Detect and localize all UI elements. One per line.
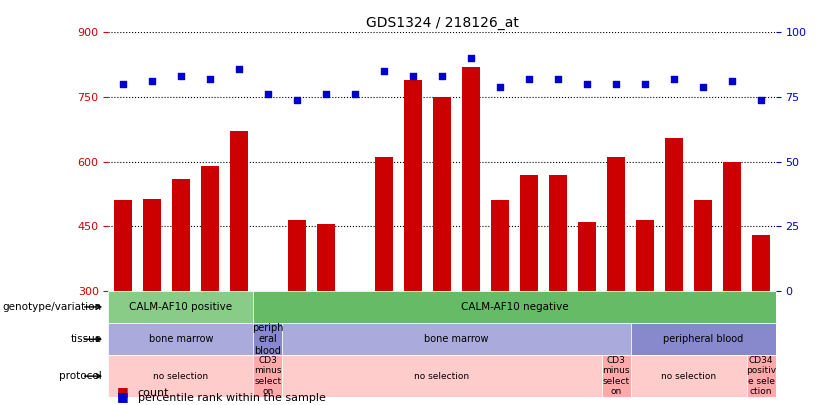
Point <box>116 81 129 87</box>
Bar <box>173 179 189 291</box>
FancyBboxPatch shape <box>283 323 631 355</box>
Text: count: count <box>138 388 169 398</box>
Bar <box>201 166 219 291</box>
Bar <box>578 222 595 291</box>
Point <box>551 76 565 82</box>
Bar <box>317 224 334 291</box>
Text: tissue: tissue <box>71 334 102 344</box>
Bar <box>550 175 567 291</box>
Bar <box>636 220 654 291</box>
Point <box>755 96 768 103</box>
Text: ■: ■ <box>117 390 128 403</box>
Bar <box>695 200 711 291</box>
Bar <box>404 80 422 291</box>
Text: CD3
minus
select
on: CD3 minus select on <box>254 356 282 396</box>
Point <box>406 73 420 79</box>
Point <box>349 91 362 98</box>
Point <box>145 78 158 85</box>
Point <box>261 91 274 98</box>
Text: protocol: protocol <box>59 371 102 381</box>
Point <box>465 55 478 62</box>
FancyBboxPatch shape <box>108 323 254 355</box>
Bar <box>114 200 132 291</box>
Point <box>319 91 333 98</box>
FancyBboxPatch shape <box>108 355 254 397</box>
Text: bone marrow: bone marrow <box>425 334 489 344</box>
Bar <box>491 200 509 291</box>
Point <box>290 96 304 103</box>
Text: genotype/variation: genotype/variation <box>3 302 102 312</box>
FancyBboxPatch shape <box>631 355 746 397</box>
Point <box>174 73 188 79</box>
Point <box>203 76 217 82</box>
Point <box>667 76 681 82</box>
FancyBboxPatch shape <box>601 355 631 397</box>
Point <box>435 73 449 79</box>
Bar <box>607 157 625 291</box>
FancyBboxPatch shape <box>254 291 776 323</box>
Text: CD34
positiv
e sele
ction: CD34 positiv e sele ction <box>746 356 776 396</box>
Point <box>638 81 651 87</box>
Text: CD3
minus
select
on: CD3 minus select on <box>602 356 630 396</box>
FancyBboxPatch shape <box>108 291 254 323</box>
Title: GDS1324 / 218126_at: GDS1324 / 218126_at <box>365 16 519 30</box>
Text: bone marrow: bone marrow <box>148 334 214 344</box>
FancyBboxPatch shape <box>283 355 601 397</box>
Bar <box>723 162 741 291</box>
Bar <box>520 175 538 291</box>
Bar <box>230 132 248 291</box>
Text: peripheral blood: peripheral blood <box>663 334 743 344</box>
Point <box>696 83 710 90</box>
Point <box>726 78 739 85</box>
Bar <box>143 200 161 291</box>
Text: no selection: no selection <box>414 372 470 381</box>
Text: no selection: no selection <box>153 372 208 381</box>
Bar <box>434 97 450 291</box>
Point <box>610 81 623 87</box>
Text: ■: ■ <box>117 385 128 398</box>
Text: CALM-AF10 negative: CALM-AF10 negative <box>460 302 568 312</box>
FancyBboxPatch shape <box>254 355 283 397</box>
Bar <box>462 67 480 291</box>
FancyBboxPatch shape <box>254 323 283 355</box>
Point <box>522 76 535 82</box>
Text: percentile rank within the sample: percentile rank within the sample <box>138 393 325 403</box>
Text: no selection: no selection <box>661 372 716 381</box>
Text: CALM-AF10 positive: CALM-AF10 positive <box>129 302 233 312</box>
Point <box>494 83 507 90</box>
Point <box>377 68 390 75</box>
FancyBboxPatch shape <box>631 323 776 355</box>
Point <box>580 81 594 87</box>
Bar <box>752 235 770 291</box>
Bar <box>289 220 306 291</box>
Bar <box>375 157 393 291</box>
FancyBboxPatch shape <box>746 355 776 397</box>
Point <box>233 65 246 72</box>
Bar <box>666 138 683 291</box>
Text: periph
eral
blood: periph eral blood <box>252 323 284 356</box>
